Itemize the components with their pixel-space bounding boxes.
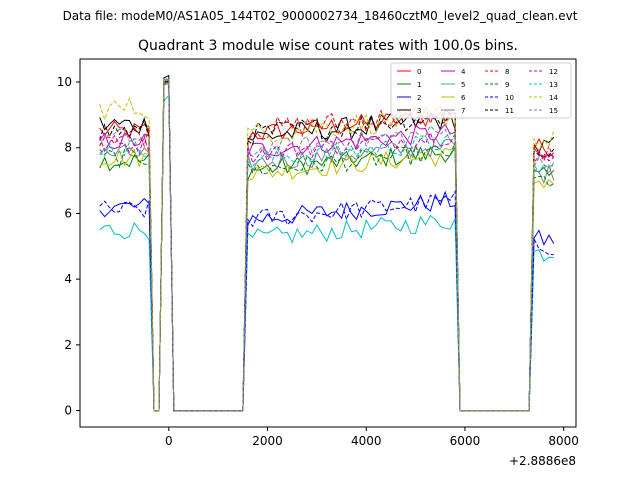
series-line-0 xyxy=(99,79,555,412)
chart-title: Quadrant 3 module wise count rates with … xyxy=(138,38,518,54)
legend-label-8: 8 xyxy=(505,68,509,76)
y-tick-label: 4 xyxy=(64,272,72,286)
legend-label-6: 6 xyxy=(461,94,466,102)
legend-label-12: 12 xyxy=(549,68,558,76)
legend-box xyxy=(390,62,572,119)
legend-label-15: 15 xyxy=(549,107,558,115)
legend-label-1: 1 xyxy=(417,81,421,89)
series-line-10 xyxy=(99,80,554,412)
series-line-12 xyxy=(99,82,555,412)
y-tick-label: 8 xyxy=(64,141,72,155)
series-line-3 xyxy=(99,74,555,412)
series-line-5 xyxy=(99,93,554,412)
x-tick-label: 0 xyxy=(165,434,173,448)
legend-label-13: 13 xyxy=(549,81,558,89)
series-line-8 xyxy=(99,80,555,412)
x-tick-label: 2000 xyxy=(252,434,283,448)
series-line-2 xyxy=(99,80,555,412)
legend-label-14: 14 xyxy=(549,94,558,102)
y-tick-label: 10 xyxy=(57,75,72,89)
series-line-13 xyxy=(99,78,555,412)
series-line-6 xyxy=(99,81,555,412)
legend-label-0: 0 xyxy=(417,68,421,76)
y-tick-label: 0 xyxy=(64,404,72,418)
legend-label-2: 2 xyxy=(417,94,421,102)
series-line-4 xyxy=(99,80,555,412)
x-offset-label: +2.8886e8 xyxy=(509,454,576,468)
series-line-14 xyxy=(99,79,555,412)
legend-label-7: 7 xyxy=(461,107,465,115)
y-tick-label: 2 xyxy=(64,338,72,352)
legend-label-4: 4 xyxy=(461,68,466,76)
legend-label-10: 10 xyxy=(505,94,514,102)
legend-label-5: 5 xyxy=(461,81,465,89)
series-line-11 xyxy=(99,80,555,412)
x-tick-label: 8000 xyxy=(548,434,579,448)
y-tick-label: 6 xyxy=(64,206,72,220)
legend-label-3: 3 xyxy=(417,107,421,115)
data-file-label: Data file: modeM0/AS1A05_144T02_90000027… xyxy=(63,9,578,23)
plot-lines xyxy=(99,74,555,412)
series-line-15 xyxy=(99,78,555,412)
plot-frame xyxy=(79,58,577,428)
x-tick-label: 4000 xyxy=(351,434,382,448)
legend-label-11: 11 xyxy=(505,107,514,115)
x-tick-label: 6000 xyxy=(450,434,481,448)
legend-label-9: 9 xyxy=(505,81,509,89)
series-line-9 xyxy=(99,82,555,412)
series-line-1 xyxy=(99,80,555,412)
